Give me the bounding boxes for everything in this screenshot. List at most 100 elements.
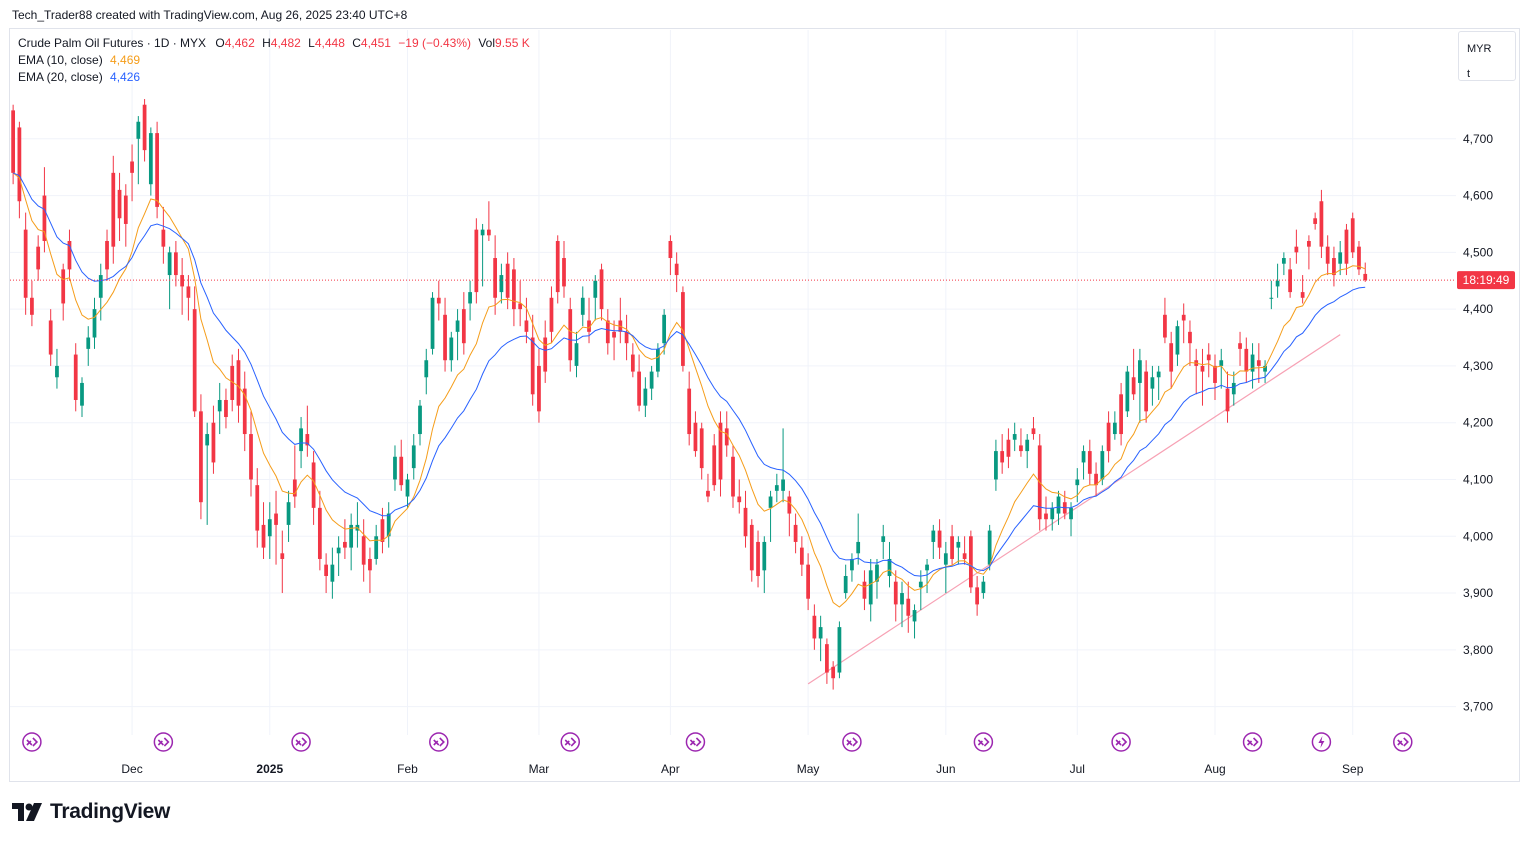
candle-body [280,553,285,559]
candle-body [299,428,303,452]
candle-body [593,280,598,298]
candle-body [430,297,435,349]
candle-body [180,275,185,287]
close-label: C [352,36,361,50]
candle-body [724,428,729,446]
candle-body [361,536,366,565]
x-tick-label: Mar [529,762,550,776]
candle-body [330,564,335,582]
y-tick-label: 4,700 [1463,132,1493,146]
candle-body [1269,297,1274,299]
symbol-label[interactable]: Crude Palm Oil Futures · 1D · MYX [18,36,207,50]
candle-body [1031,428,1036,435]
candle-body [111,172,116,247]
candle-body [61,269,66,304]
x-tick-label: May [797,762,820,776]
candle-body [67,240,72,270]
candle-body [474,229,479,293]
candle-body [411,445,416,469]
ema20-line [12,172,1366,577]
candle-body [1050,507,1055,520]
candle-body [142,104,147,151]
event-marker-icon[interactable] [1242,732,1263,752]
candle-body [718,422,723,480]
event-marker-icon[interactable] [685,732,706,752]
candle-body [1163,314,1167,338]
event-marker-ring [291,732,311,752]
candle-body [1319,201,1324,247]
candle-body [105,240,109,270]
candle-body [436,297,441,304]
candle-body [1300,292,1305,298]
candle-body [480,229,485,236]
tradingview-logo-icon [12,803,42,821]
low-value: 4,448 [314,36,345,50]
currency-unit-box[interactable]: MYR t [1458,31,1516,81]
candle-body [530,337,535,395]
candle-body [374,536,379,559]
event-marker-icon[interactable] [973,732,994,752]
candle-body [687,388,692,435]
candle-body [925,564,929,571]
candle-body [994,451,998,480]
event-marker-ring [842,732,862,752]
candle-body [1025,439,1030,452]
candle-body [267,519,272,537]
unit-label: t [1467,68,1471,80]
candle-body [1069,507,1073,520]
event-marker-icon[interactable] [429,732,449,752]
candle-body [1206,354,1211,361]
event-marker-icon[interactable] [291,732,311,752]
candle-body [968,536,973,588]
arrow-event-icon [1115,737,1128,747]
candle-body [493,258,498,298]
tradingview-brand: TradingView [12,800,170,824]
candle-body [255,485,260,531]
candle-body [386,513,391,537]
candle-body [311,462,316,508]
candle-body [443,314,447,361]
event-marker-icon[interactable] [1311,732,1332,752]
ema20-row[interactable]: EMA (20, close) 4,426 [18,69,530,86]
event-marker-icon[interactable] [560,732,580,752]
event-marker-ring [1242,732,1263,752]
candle-body [1338,252,1343,264]
candle-body [11,110,16,173]
y-tick-label: 3,700 [1463,700,1493,714]
high-label: H [262,36,271,50]
x-tick-label: Feb [397,762,418,776]
candle-body [943,553,948,565]
event-marker-icon[interactable] [22,732,42,752]
event-marker-icon[interactable] [1393,732,1413,752]
currency-code: MYR [1467,43,1492,55]
candle-body [1019,445,1023,452]
event-marker-icon[interactable] [1111,732,1131,752]
chart-legend: Crude Palm Oil Futures · 1D · MYX O4,462… [18,35,530,86]
candle-body [230,365,235,400]
candle-body [537,365,541,412]
candle-body [793,524,798,542]
ema10-row[interactable]: EMA (10, close) 4,469 [18,52,530,69]
candle-body [1138,360,1142,383]
open-value: 4,462 [224,36,255,50]
candle-body [1081,451,1086,463]
candle-body [455,320,460,332]
candle-body [1006,439,1011,457]
candle-body [1087,451,1092,474]
candle-body [624,331,629,344]
candle-body [1181,314,1186,321]
candle-body [818,627,823,639]
candle-body [937,530,942,548]
volume-label: Vol [478,36,496,50]
candle-body [217,399,222,412]
arrow-event-icon [295,737,308,747]
candle-body [975,587,980,605]
event-marker-icon[interactable] [153,732,174,752]
y-tick-label: 4,600 [1463,189,1493,203]
candle-body [468,292,472,304]
x-tick-label: Jul [1070,762,1085,776]
event-marker-ring [685,732,706,752]
event-marker-ring [560,732,580,752]
event-marker-icon[interactable] [842,732,862,752]
